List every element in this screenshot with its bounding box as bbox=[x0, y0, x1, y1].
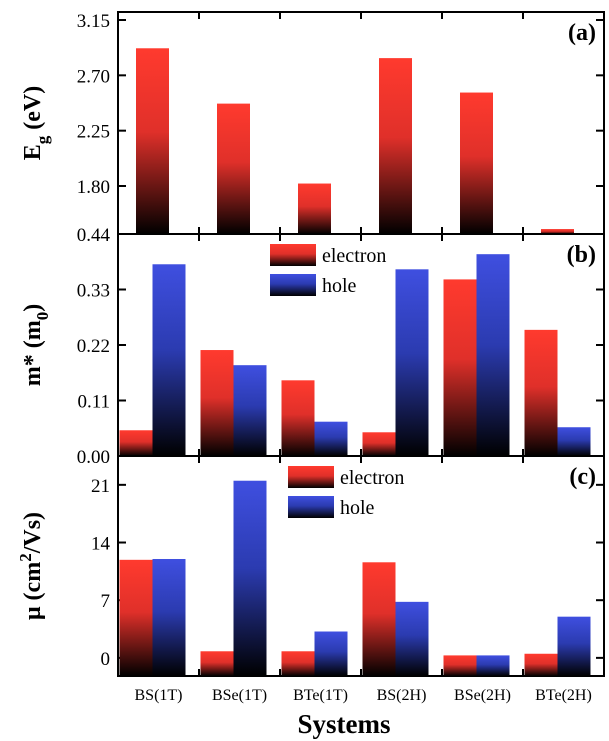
bar-hole-bse1t bbox=[233, 365, 267, 456]
y-tick-label: 0.22 bbox=[77, 336, 110, 357]
bar-electron-bte1t bbox=[281, 651, 315, 676]
y-tick-label: 7 bbox=[101, 591, 111, 612]
bar-value-bs1t bbox=[136, 48, 169, 235]
bar-electron-bs1t bbox=[119, 430, 153, 456]
bar-hole-bse2h bbox=[476, 254, 510, 456]
legend-label-hole: hole bbox=[322, 275, 357, 297]
y-tick-label: 2.70 bbox=[77, 66, 110, 87]
x-tick-label: BSe(1T) bbox=[212, 687, 267, 704]
y-tick-label: 0 bbox=[101, 649, 111, 670]
bar-hole-bs1t bbox=[152, 264, 186, 456]
legend-label-electron: electron bbox=[340, 467, 404, 489]
legend-label-electron: electron bbox=[322, 245, 386, 267]
bar-hole-bte1t bbox=[314, 631, 348, 676]
panel-c: 0 7 14 21 (c) μ (cm2/Vs) electron hole bbox=[16, 455, 605, 677]
y-tick-label: 3.15 bbox=[77, 11, 110, 32]
bar-electron-bse2h bbox=[443, 655, 477, 676]
bar-hole-bte2h bbox=[557, 427, 591, 456]
bar-hole-bte2h bbox=[557, 616, 591, 676]
x-tick-label: BS(2H) bbox=[377, 687, 427, 704]
x-tick-label: BTe(1T) bbox=[293, 687, 348, 704]
bar-electron-bse1t bbox=[200, 651, 234, 676]
y-tick-label: 1.80 bbox=[77, 177, 110, 198]
y-axis-title: μ (cm2/Vs) bbox=[16, 512, 46, 620]
axes-frame bbox=[117, 455, 605, 677]
bar-value-bs2h bbox=[379, 58, 412, 235]
bar-electron-bs2h bbox=[362, 562, 396, 676]
panel-tag: (b) bbox=[567, 242, 596, 268]
x-axis-title: Systems bbox=[298, 709, 391, 739]
bar-electron-bte2h bbox=[524, 329, 558, 456]
bar-electron-bs1t bbox=[119, 559, 153, 676]
legend-swatch-electron bbox=[288, 466, 334, 488]
bar-value-bse1t bbox=[217, 103, 250, 235]
panel-tag: (c) bbox=[569, 464, 596, 490]
bar-electron-bte2h bbox=[524, 653, 558, 676]
bar-value-bse2h bbox=[460, 92, 493, 234]
y-tick-label: 2.25 bbox=[77, 122, 110, 143]
bar-value-bte2h bbox=[541, 229, 574, 234]
bar-hole-bse1t bbox=[233, 480, 267, 676]
bar-value-bte1t bbox=[298, 183, 331, 234]
bar-hole-bs2h bbox=[395, 269, 429, 456]
y-axis-title: m* (m0) bbox=[20, 304, 52, 386]
legend-swatch-electron bbox=[270, 244, 316, 266]
y-tick-label: 0.44 bbox=[77, 225, 111, 246]
panel-a: 0.44 1.80 2.25 2.70 3.15 (a) Eg (eV) bbox=[20, 11, 605, 246]
y-tick-label: 0.00 bbox=[77, 447, 110, 468]
bar-hole-bse2h bbox=[476, 655, 510, 676]
bar-hole-bte1t bbox=[314, 421, 348, 456]
y-tick-label: 14 bbox=[91, 534, 111, 555]
legend-label-hole: hole bbox=[340, 497, 375, 519]
x-tick-label: BS(1T) bbox=[135, 687, 183, 704]
bar-hole-bs1t bbox=[152, 558, 186, 676]
y-tick-label: 0.11 bbox=[77, 392, 110, 413]
bar-electron-bte1t bbox=[281, 380, 315, 456]
y-tick-label: 0.33 bbox=[77, 281, 110, 302]
y-tick-label: 21 bbox=[91, 476, 110, 497]
bar-electron-bs2h bbox=[362, 432, 396, 456]
panel-tag: (a) bbox=[568, 20, 596, 46]
panel-b: 0.00 0.11 0.22 0.33 (b) m* (m0) electron hole bbox=[20, 233, 605, 468]
bar-electron-bse1t bbox=[200, 350, 234, 456]
x-tick-label: BTe(2H) bbox=[535, 687, 592, 704]
axes-frame bbox=[117, 11, 605, 235]
x-tick-label: BSe(2H) bbox=[454, 687, 511, 704]
legend-swatch-hole bbox=[270, 274, 316, 296]
bar-hole-bs2h bbox=[395, 601, 429, 676]
y-axis-title: Eg (eV) bbox=[20, 86, 52, 160]
bar-electron-bse2h bbox=[443, 279, 477, 456]
legend-swatch-hole bbox=[288, 496, 334, 518]
